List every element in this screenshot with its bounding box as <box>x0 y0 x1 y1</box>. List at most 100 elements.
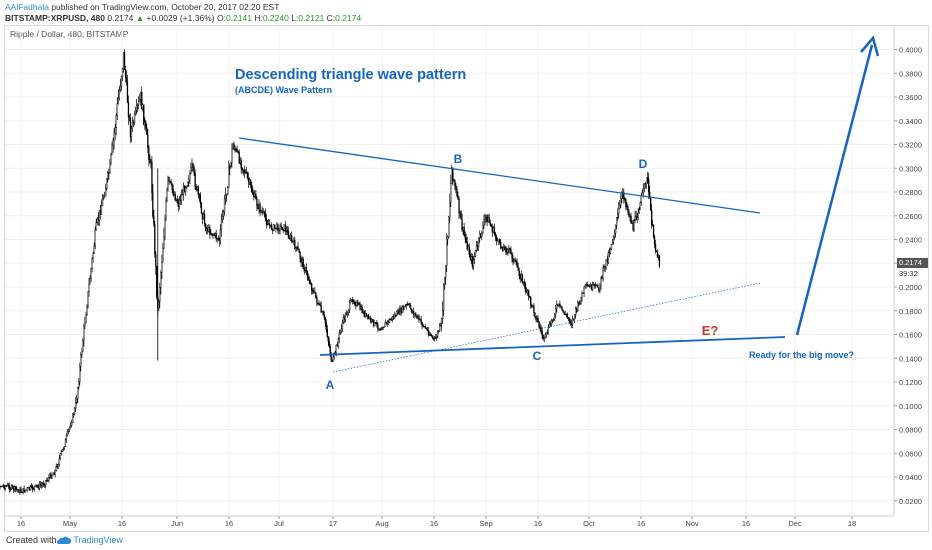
candle-body <box>513 258 515 262</box>
candle-body <box>628 211 630 217</box>
y-tick-label: 0.0200 <box>899 497 922 506</box>
candle-body <box>171 183 173 190</box>
candle-body <box>287 230 290 239</box>
candle-body <box>250 184 253 192</box>
x-tick-label: Nov <box>685 519 699 528</box>
candle-body <box>305 267 307 272</box>
candle-body <box>328 341 330 347</box>
candle-body <box>551 319 554 321</box>
chart-frame[interactable] <box>4 25 929 532</box>
candle-body <box>389 319 392 321</box>
candle-body <box>26 487 28 490</box>
candle-body <box>432 335 434 339</box>
candle-body <box>589 285 592 287</box>
candle-body <box>356 302 358 306</box>
candle-body <box>453 179 455 181</box>
candle-body <box>290 235 292 239</box>
candle-body <box>539 326 541 329</box>
candle-body <box>8 485 11 490</box>
annotation-title: Descending triangle wave pattern <box>235 67 466 83</box>
candle-body <box>536 318 538 320</box>
candle-body <box>234 149 236 151</box>
candle-body <box>534 312 536 317</box>
candle-body <box>334 352 336 354</box>
candle-body <box>184 187 187 193</box>
candle-body <box>626 206 628 208</box>
time-axis[interactable]: 16 May 16 Jun 16 Jul 17 Aug 16 Sep 16 Oct 16 Nov 16 Dec… <box>5 515 894 528</box>
candle-body <box>138 99 141 102</box>
tradingview-logo[interactable]: TradingView <box>57 533 123 545</box>
candle-body <box>629 215 631 217</box>
candle-body <box>10 485 13 490</box>
candle-body <box>135 105 138 111</box>
candle-body <box>207 228 209 232</box>
candle-body <box>405 304 407 307</box>
candle-body <box>394 314 396 318</box>
author-link[interactable]: AAlFadhala <box>5 2 49 12</box>
candle-body <box>136 104 139 107</box>
candle-body <box>459 210 461 214</box>
candle-body <box>146 127 148 135</box>
candle-body <box>502 246 504 251</box>
candle-body <box>176 198 178 203</box>
x-tick-label: May <box>63 519 77 528</box>
candle-body <box>436 336 438 338</box>
candle-body <box>345 313 348 316</box>
chart-title: Ripple / Dollar, 480, BITSTAMP <box>10 29 129 39</box>
candle-body <box>363 310 365 317</box>
candle-body <box>222 211 225 217</box>
high-value: 0.2240 <box>262 13 289 23</box>
price-axis[interactable]: 0.0200 0.0400 0.0600 0.0800 0.1000 0.1200 0.14… <box>893 26 922 515</box>
candle-body <box>181 194 184 196</box>
candle-body <box>406 304 408 306</box>
breakout-arrow-shaft[interactable] <box>795 44 874 336</box>
candle-body <box>434 337 436 339</box>
candle-body <box>22 488 24 493</box>
candle-body <box>608 252 611 254</box>
candle-body <box>125 77 128 82</box>
upper-trendline[interactable] <box>238 137 761 214</box>
candle-body <box>11 485 14 488</box>
candle-body <box>341 322 344 330</box>
candle-body <box>149 159 151 164</box>
candle-body <box>209 227 211 235</box>
candle-body <box>535 316 537 320</box>
candle-body <box>354 301 356 305</box>
candle-body <box>591 284 594 290</box>
candle-body <box>183 186 186 193</box>
candle-body <box>179 199 181 202</box>
candle-body <box>319 303 321 306</box>
wave-label-C: C <box>533 349 542 363</box>
lower-trendline[interactable] <box>319 336 786 356</box>
candle-body <box>292 240 294 242</box>
candle-body <box>516 262 518 268</box>
candle-body <box>116 103 118 116</box>
candle-body <box>387 320 390 323</box>
candle-body <box>126 81 129 103</box>
candle-body <box>511 252 513 259</box>
candle-body <box>326 329 328 338</box>
candle-body <box>344 313 347 320</box>
candle-body <box>588 285 591 287</box>
candle-body <box>152 192 154 217</box>
candle-body <box>288 237 291 239</box>
candle-body <box>107 172 109 180</box>
y-tick-label: 0.3000 <box>899 164 922 173</box>
candle-body <box>211 233 213 236</box>
candle-body <box>99 210 102 215</box>
candle-body <box>304 267 306 271</box>
candle-body <box>141 91 143 110</box>
y-tick-label: 0.2800 <box>899 188 922 197</box>
candle-body <box>369 317 372 322</box>
candle-body <box>257 205 259 210</box>
candle-body <box>170 181 172 184</box>
candle-body <box>571 318 574 325</box>
candle-body <box>132 121 135 124</box>
candle-body <box>417 316 419 319</box>
candle-body <box>332 356 334 362</box>
candle-body <box>24 489 26 493</box>
dotted-support-line[interactable] <box>332 282 761 373</box>
candle-body <box>237 151 239 153</box>
candle-body <box>381 328 383 330</box>
